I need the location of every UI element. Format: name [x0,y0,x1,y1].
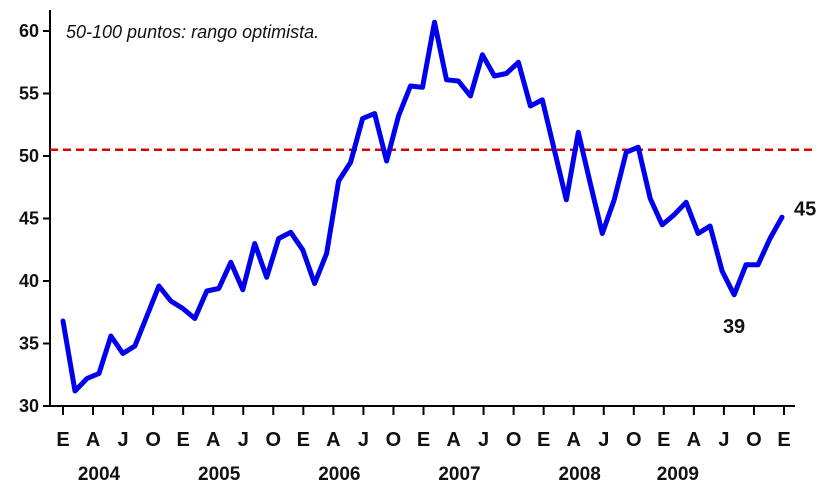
x-month-label: A [86,429,100,451]
y-tick-label: 60 [19,21,39,41]
y-tick-label: 50 [19,146,39,166]
x-month-label: J [718,429,729,451]
x-year-label: 2005 [198,464,241,485]
x-month-label: J [118,429,129,451]
y-tick-label: 55 [19,84,39,104]
x-month-label: A [446,429,460,451]
x-month-label: O [626,429,642,451]
x-year-label: 2004 [78,464,121,485]
x-month-label: O [145,429,161,451]
x-year-label: 2008 [559,464,601,485]
series-line [60,19,785,394]
x-month-label: O [746,429,762,451]
x-year-label: 2007 [438,464,480,485]
range-annotation: 50-100 puntos: rango optimista. [66,22,319,42]
y-tick-label: 35 [19,334,39,354]
x-month-label: A [326,429,340,451]
x-month-label: J [598,429,609,451]
y-tick-label: 30 [19,396,39,416]
x-month-label: J [358,429,369,451]
x-month-label: E [657,429,670,451]
x-month-label: J [478,429,489,451]
x-year-label: 2006 [318,464,360,485]
x-month-label: E [176,429,189,451]
x-month-label: A [206,429,220,451]
x-month-label: E [537,429,550,451]
x-year-label: 2009 [657,464,699,485]
x-month-label: O [266,429,282,451]
x-month-label: J [238,429,249,451]
x-month-label: E [297,429,310,451]
label-layer: 39 45 [723,198,816,338]
x-month-label: O [506,429,522,451]
data-point-label: 39 [723,316,745,338]
data-point-label: 45 [794,198,816,220]
x-month-label: E [777,429,790,451]
x-month-label: E [56,429,69,451]
x-month-label: E [417,429,430,451]
x-month-label: O [386,429,402,451]
y-tick-label: 45 [19,209,39,229]
x-month-label: A [687,429,701,451]
x-month-label: A [566,429,580,451]
y-tick-label: 40 [19,271,39,291]
